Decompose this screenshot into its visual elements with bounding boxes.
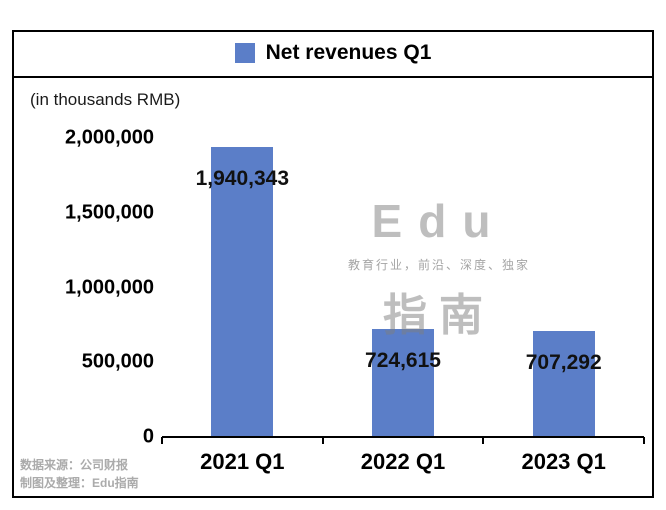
x-category-label: 2022 Q1 bbox=[360, 449, 446, 474]
y-tick-label: 2,000,000 bbox=[65, 126, 154, 149]
legend-swatch-icon bbox=[234, 43, 255, 63]
bar bbox=[372, 328, 434, 437]
bar-value-label: 707,292 bbox=[525, 351, 602, 375]
bar-column: 707,292 bbox=[483, 138, 644, 437]
y-tick-label: 1,000,000 bbox=[65, 276, 154, 298]
unit-note: (in thousands RMB) bbox=[30, 90, 181, 109]
x-axis-tick bbox=[161, 437, 163, 444]
x-axis-tick bbox=[482, 437, 485, 444]
bar-value-label: 724,615 bbox=[365, 348, 441, 372]
plot-area: 1,940,343 724,615 707,292 2021 Q1 2022 Q1 20… bbox=[161, 138, 645, 474]
source-line-2: 制图及整理：Edu指南 bbox=[20, 476, 139, 491]
bar-value-label: 1,940,343 bbox=[195, 166, 290, 190]
chart-frame: Net revenues Q1 (in thousands RMB) 0 500,… bbox=[12, 30, 654, 498]
legend-label: Net revenues Q1 bbox=[265, 41, 432, 64]
x-category-label: 2021 Q1 bbox=[200, 449, 285, 474]
bar-column: 1,940,343 bbox=[162, 138, 323, 437]
x-axis-labels: 2021 Q1 2022 Q1 2023 Q1 bbox=[162, 449, 644, 475]
x-axis-tick bbox=[321, 437, 324, 444]
y-tick-label: 0 bbox=[142, 425, 154, 448]
source-note: 数据来源：公司财报 制图及整理：Edu指南 bbox=[20, 456, 139, 493]
y-axis-labels: 0 500,000 1,000,000 1,500,000 2,000,000 bbox=[18, 127, 154, 448]
bars-area: 1,940,343 724,615 707,292 bbox=[162, 138, 644, 437]
x-axis-tick bbox=[643, 437, 645, 444]
source-line-1: 数据来源：公司财报 bbox=[20, 457, 129, 472]
x-axis-line bbox=[162, 436, 644, 438]
bar-column: 724,615 bbox=[323, 138, 484, 437]
y-tick-label: 1,500,000 bbox=[65, 201, 154, 224]
x-category-label: 2023 Q1 bbox=[521, 449, 606, 474]
bar bbox=[532, 331, 595, 437]
legend-divider bbox=[14, 76, 652, 78]
y-tick-label: 500,000 bbox=[81, 350, 154, 373]
legend: Net revenues Q1 bbox=[14, 41, 652, 65]
bar bbox=[211, 146, 274, 437]
